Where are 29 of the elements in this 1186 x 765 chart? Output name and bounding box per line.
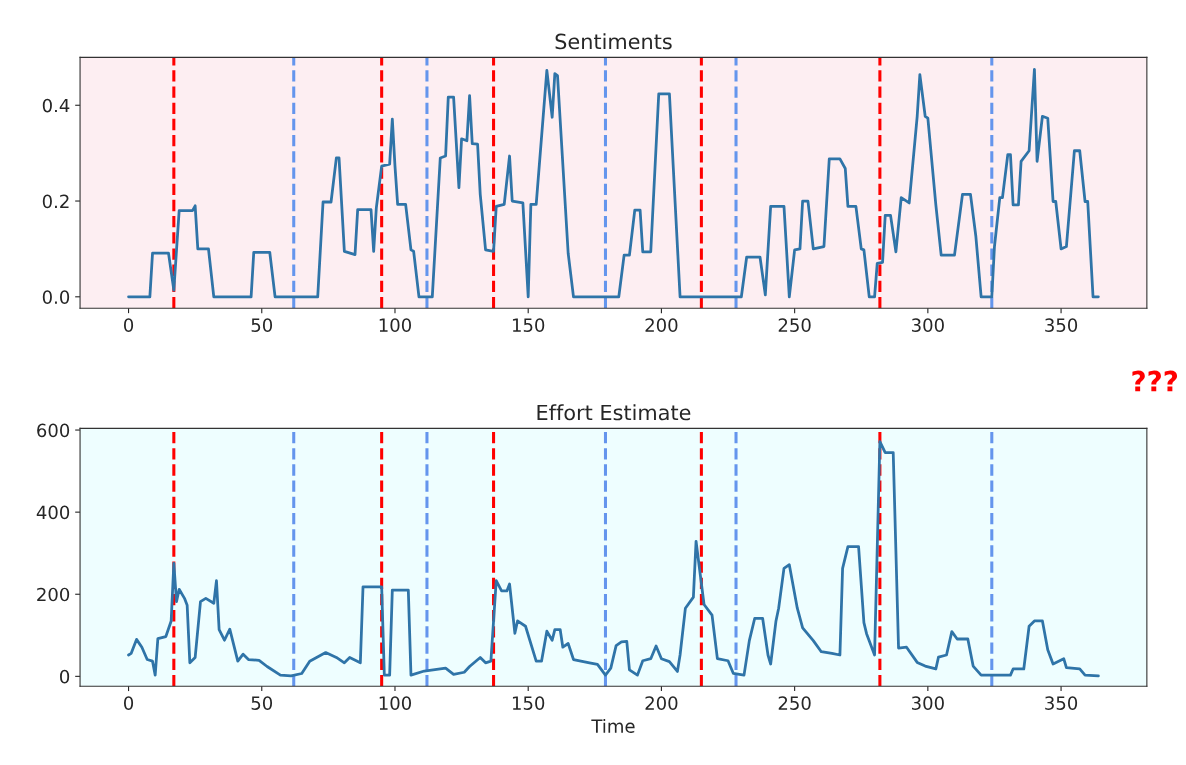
x-tick-label: 250 — [778, 696, 811, 710]
x-tick-label: 250 — [778, 318, 811, 332]
y-tick-label: 600 — [37, 423, 70, 438]
x-tick-label: 100 — [379, 318, 412, 332]
x-tick-label: 0 — [123, 696, 134, 710]
x-tick-label: 0 — [123, 318, 134, 332]
x-axis-title: Time — [591, 718, 635, 733]
chart-title: Sentiments — [555, 33, 672, 50]
line-series — [127, 440, 1100, 678]
x-tick-label: 300 — [912, 696, 944, 710]
y-tick-label: 400 — [36, 505, 70, 520]
x-tick-label: 50 — [251, 696, 273, 710]
y-tick-label: 200 — [37, 587, 70, 602]
y-tick-label: 0.2 — [42, 194, 69, 209]
y-tick-label: 0.0 — [42, 290, 70, 304]
x-tick-label: 200 — [645, 318, 678, 332]
x-tick-label: 150 — [512, 318, 545, 332]
line-series — [127, 67, 1100, 299]
chart-title: Effort Estimate — [537, 404, 691, 421]
x-tick-label: 300 — [912, 318, 944, 332]
x-tick-label: 50 — [251, 318, 273, 332]
x-tick-label: 100 — [379, 696, 412, 710]
text: ??? — [1132, 370, 1178, 392]
x-tick-label: 350 — [1045, 696, 1078, 710]
x-tick-label: 150 — [512, 696, 545, 710]
y-tick-label: 0 — [60, 669, 70, 684]
x-tick-label: 350 — [1045, 318, 1078, 332]
x-tick-label: 200 — [645, 696, 678, 710]
y-tick-label: 0.4 — [42, 98, 70, 113]
